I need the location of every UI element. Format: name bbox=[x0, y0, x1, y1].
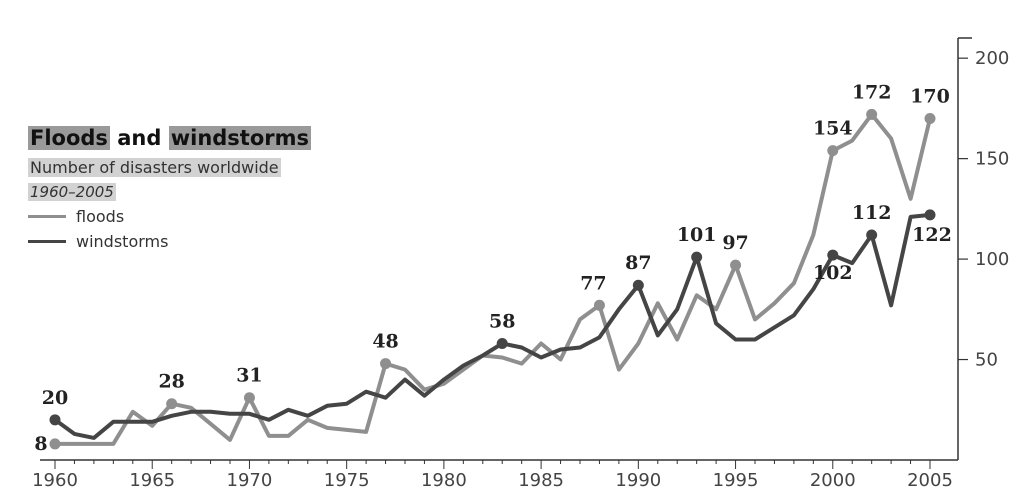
axes: 1960 1965 1970 1975 1980 1985 1990 1995 2000 2005… bbox=[32, 37, 1009, 491]
x-tick-label: 2005 bbox=[907, 470, 953, 491]
x-tick-label: 1965 bbox=[129, 470, 175, 491]
legend-item-floods: floods bbox=[28, 207, 311, 226]
data-point-floods-2005 bbox=[924, 112, 936, 124]
data-point-windstorms-1983 bbox=[496, 337, 508, 349]
data-label-floods-2005: 170 bbox=[910, 85, 950, 107]
data-label-floods-1960: 8 bbox=[34, 433, 47, 455]
data-points bbox=[49, 108, 936, 450]
title-windstorms: windstorms bbox=[168, 126, 312, 150]
data-label-floods-1977: 48 bbox=[372, 331, 398, 353]
data-point-windstorms-2002 bbox=[866, 229, 878, 241]
legend-swatch-floods bbox=[28, 215, 66, 218]
y-tick-label: 200 bbox=[975, 48, 1009, 69]
title-and: and bbox=[117, 126, 162, 150]
x-tick-label: 1990 bbox=[615, 470, 661, 491]
x-tick-label: 1970 bbox=[227, 470, 273, 491]
data-point-floods-1960 bbox=[49, 438, 61, 450]
data-point-windstorms-1960 bbox=[49, 414, 61, 426]
chart-title: Floods and windstorms bbox=[28, 126, 312, 150]
chart-period: 1960–2005 bbox=[28, 183, 116, 201]
data-label-windstorms-1993: 101 bbox=[677, 224, 717, 246]
data-point-windstorms-1993 bbox=[691, 251, 703, 263]
y-tick-label: 50 bbox=[975, 350, 998, 371]
legend-label-windstorms: windstorms bbox=[76, 232, 169, 251]
data-point-windstorms-1990 bbox=[632, 279, 644, 291]
data-label-windstorms-2000: 102 bbox=[813, 262, 853, 284]
legend-swatch-windstorms bbox=[28, 240, 66, 243]
data-point-floods-1970 bbox=[243, 392, 255, 404]
legend-item-windstorms: windstorms bbox=[28, 232, 311, 251]
data-label-floods-1966: 28 bbox=[158, 371, 184, 393]
data-label-windstorms-1960: 20 bbox=[42, 387, 68, 409]
x-tick-label: 1995 bbox=[713, 470, 759, 491]
data-label-floods-1995: 97 bbox=[722, 232, 748, 254]
chart-subtitle: Number of disasters worldwide bbox=[28, 158, 281, 177]
data-label-floods-2000: 154 bbox=[813, 118, 853, 140]
x-tick-label: 1985 bbox=[518, 470, 564, 491]
data-label-windstorms-2002: 112 bbox=[852, 202, 892, 224]
legend-box: Floods and windstorms Number of disaster… bbox=[28, 126, 312, 251]
title-floods: Floods bbox=[28, 126, 110, 150]
data-label-windstorms-2005: 122 bbox=[912, 224, 952, 246]
data-point-floods-1977 bbox=[380, 358, 392, 370]
data-point-windstorms-2005 bbox=[924, 209, 936, 221]
data-label-floods-1970: 31 bbox=[236, 365, 262, 387]
y-tick-label: 100 bbox=[975, 249, 1009, 270]
x-tick-label: 2000 bbox=[810, 470, 856, 491]
y-tick-label: 150 bbox=[975, 149, 1009, 170]
series-line-floods bbox=[55, 112, 932, 446]
data-label-floods-1988: 77 bbox=[580, 272, 606, 294]
data-label-windstorms-1983: 58 bbox=[489, 310, 515, 332]
data-point-floods-1988 bbox=[593, 299, 605, 311]
data-point-floods-2002 bbox=[866, 108, 878, 120]
series-line-windstorms bbox=[53, 212, 931, 440]
x-tick-label: 1975 bbox=[324, 470, 370, 491]
x-tick-label: 1960 bbox=[32, 470, 78, 491]
data-point-floods-2000 bbox=[827, 145, 839, 157]
series-lines bbox=[53, 112, 932, 446]
x-tick-label: 1980 bbox=[421, 470, 467, 491]
data-label-floods-2002: 172 bbox=[852, 81, 892, 103]
data-point-floods-1966 bbox=[166, 398, 178, 410]
legend-label-floods: floods bbox=[76, 207, 125, 226]
data-point-windstorms-2000 bbox=[827, 249, 839, 261]
data-labels: 20 8 28 31 48 58 77 87 101 97 102 154 172 112 170 122 bbox=[34, 81, 951, 454]
data-label-windstorms-1990: 87 bbox=[625, 252, 651, 274]
data-point-floods-1995 bbox=[730, 259, 742, 271]
